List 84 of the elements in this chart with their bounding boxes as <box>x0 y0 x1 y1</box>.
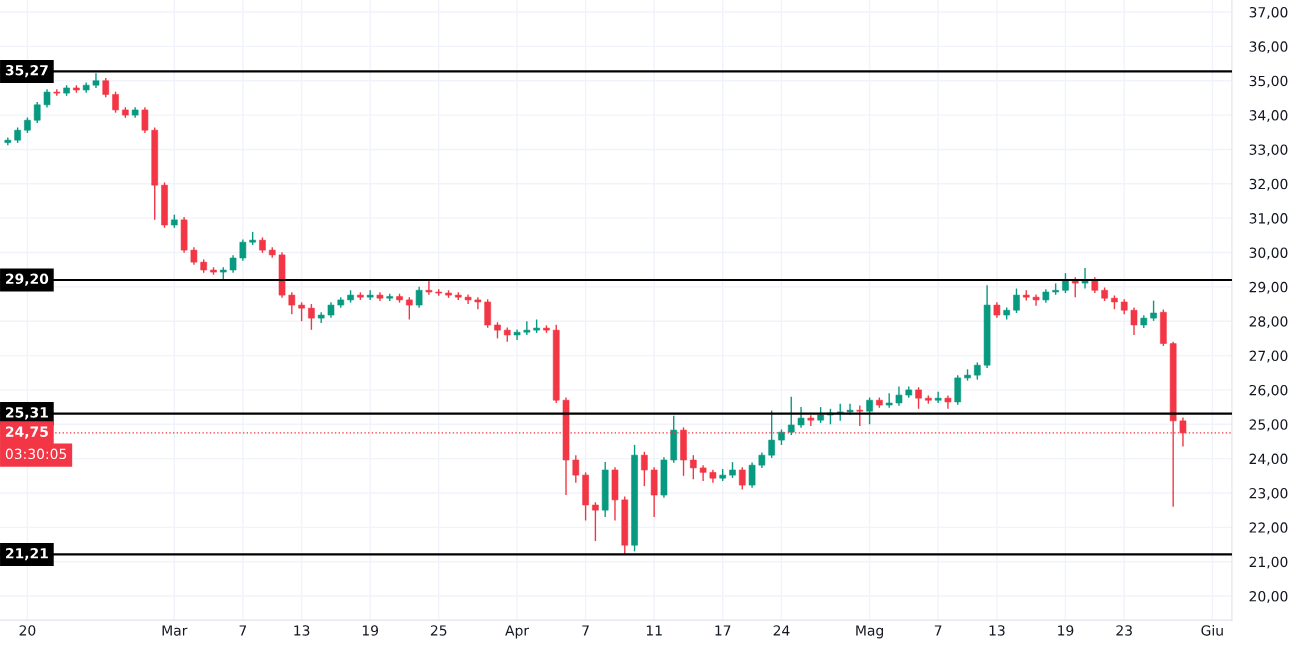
candlestick <box>464 293 472 305</box>
y-tick-label: 24,00 <box>1249 453 1288 466</box>
y-tick-label: 36,00 <box>1249 41 1288 54</box>
y-tick-label: 23,00 <box>1249 487 1288 500</box>
candlestick <box>1150 299 1157 322</box>
y-tick-label: 29,00 <box>1249 281 1288 294</box>
ref-line-label: 21,21 <box>6 548 48 561</box>
annotation: 03:30:05 <box>5 448 67 460</box>
candlestick <box>406 296 413 321</box>
candlestick <box>415 286 423 309</box>
candlestick <box>112 91 119 114</box>
candlestick <box>1062 272 1069 294</box>
x-tick-label: 7 <box>239 625 247 636</box>
candlestick <box>641 451 648 487</box>
x-tick-label: 19 <box>1058 625 1074 636</box>
candlestick <box>298 301 305 322</box>
candlestick <box>484 298 491 329</box>
y-tick-label: 31,00 <box>1249 213 1288 226</box>
x-tick-label: 7 <box>934 625 942 636</box>
y-tick-label: 26,00 <box>1249 384 1288 397</box>
candlestick <box>513 328 521 341</box>
y-tick-label: 37,00 <box>1249 6 1288 19</box>
ref-line-label: 25,31 <box>6 407 48 420</box>
ref-line-label: 35,27 <box>5 64 48 78</box>
candlestick <box>944 394 952 410</box>
y-tick-label: 25,00 <box>1249 419 1288 432</box>
y-tick-label: 32,00 <box>1249 178 1288 191</box>
x-tick-label: 25 <box>430 625 447 636</box>
x-tick-label: 24 <box>773 625 790 636</box>
candlestick <box>738 466 746 491</box>
candlestick <box>239 238 247 262</box>
candlestick <box>768 409 775 459</box>
ref-line-label: 29,20 <box>6 273 49 286</box>
y-tick-label: 34,00 <box>1249 110 1288 122</box>
candlestick <box>885 392 893 409</box>
candlestick <box>102 77 110 98</box>
candlestick <box>288 291 296 316</box>
candlestick <box>699 464 707 482</box>
x-tick-label: Apr <box>505 625 530 639</box>
candlestick <box>915 386 922 410</box>
y-tick-label: 22,00 <box>1249 522 1288 535</box>
candlestick <box>1081 267 1089 290</box>
y-tick-label: 27,00 <box>1249 350 1288 363</box>
candlestick <box>425 279 433 296</box>
y-tick-label: 21,00 <box>1249 556 1288 569</box>
x-tick-label: Mag <box>856 625 883 639</box>
candlestick <box>1130 306 1138 336</box>
candlestick <box>934 390 942 404</box>
candlestick <box>787 396 795 436</box>
candlestick <box>141 106 149 134</box>
x-tick-label: 13 <box>294 625 310 636</box>
y-tick-label: 28,00 <box>1249 316 1288 329</box>
x-tick-label: Giu <box>1201 624 1223 636</box>
ref-line-label: 24,75 <box>6 426 48 439</box>
candlestick <box>797 406 805 429</box>
candlestick <box>1032 293 1040 307</box>
candlestick <box>308 303 315 331</box>
candlestick <box>592 501 599 542</box>
y-tick-label: 33,00 <box>1249 144 1288 157</box>
x-tick-label: 11 <box>646 625 662 636</box>
x-tick-label: 7 <box>582 625 589 636</box>
candlestick <box>866 396 873 425</box>
y-tick-label: 35,00 <box>1249 75 1288 88</box>
candlestick <box>474 296 482 310</box>
x-tick-label: Mar <box>162 625 188 636</box>
candlestick <box>43 88 51 109</box>
x-tick-label: 17 <box>715 625 731 636</box>
x-tick-label: 20 <box>19 625 36 636</box>
candlestick <box>1013 287 1020 314</box>
candlestick <box>807 414 815 427</box>
candlestick <box>572 454 580 484</box>
y-tick-label: 30,00 <box>1249 247 1288 260</box>
candlestick <box>366 289 374 301</box>
x-tick-label: 19 <box>362 625 379 636</box>
x-tick-label: 23 <box>1116 625 1132 636</box>
candlestick <box>895 385 903 407</box>
x-tick-label: 13 <box>989 625 1005 636</box>
candlestick <box>523 320 531 336</box>
candlestick <box>690 454 697 480</box>
candlestick <box>33 101 41 124</box>
candlestick <box>856 404 864 427</box>
candlestick <box>748 461 756 489</box>
y-tick-label: 20,00 <box>1249 591 1288 603</box>
candlestick <box>4 136 12 147</box>
